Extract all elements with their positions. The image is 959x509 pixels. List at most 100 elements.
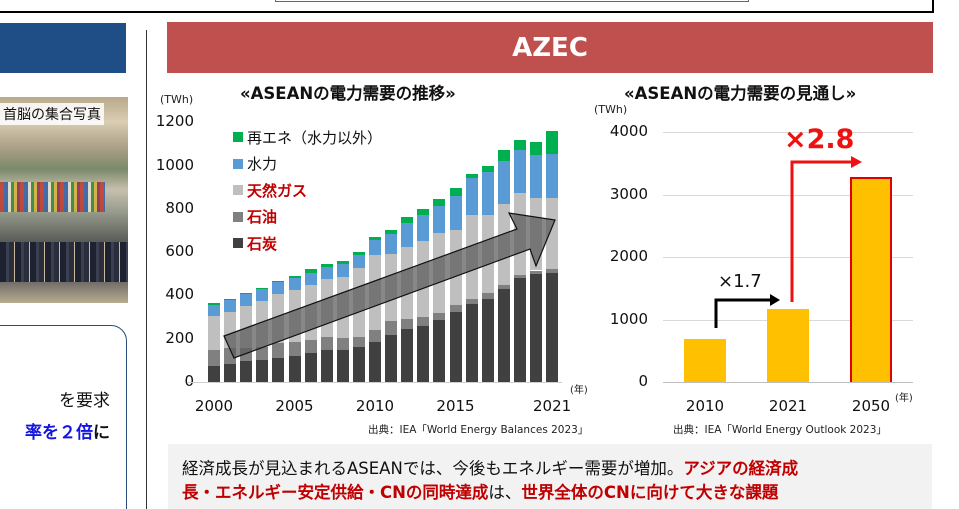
bar-segment — [385, 321, 398, 336]
legend-swatch-icon — [233, 238, 243, 249]
bar-segment — [449, 311, 462, 382]
right-chart-source: 出典：IEA「World Energy Outlook 2023」 — [673, 424, 887, 436]
bar-segment — [546, 269, 559, 273]
y-tick-label: 1200 — [155, 112, 194, 131]
bar-segment — [352, 336, 365, 348]
left-chart-title: «ASEANの電力需要の推移» — [240, 84, 456, 103]
left-chart-baseline — [188, 382, 562, 383]
bar-segment — [497, 150, 510, 162]
bar-segment — [513, 192, 526, 275]
left-chart-year-unit: (年) — [570, 385, 588, 396]
legend-label: 再エネ（水力以外） — [247, 128, 383, 147]
x-tick-label: 2010 — [685, 397, 725, 415]
y-tick-label: 4000 — [609, 122, 648, 140]
bar-segment — [417, 325, 430, 382]
legend-item: 天然ガス — [233, 177, 382, 204]
bar-segment — [224, 299, 237, 312]
bar-segment — [240, 348, 253, 362]
forecast-bar — [767, 308, 809, 382]
y-tick-label: 3000 — [609, 184, 648, 203]
bar-segment — [433, 205, 446, 233]
bar-segment — [320, 336, 333, 350]
bar-segment — [272, 343, 285, 359]
bar-segment — [530, 141, 542, 155]
bar-segment — [449, 305, 462, 312]
legend-swatch-icon — [233, 132, 243, 143]
left-card-line1: を要求 — [59, 391, 110, 411]
bar-segment — [320, 349, 333, 382]
legend-item: 石炭 — [233, 230, 382, 257]
bar-segment — [385, 233, 398, 255]
bar-segment — [417, 208, 430, 216]
bar-segment — [336, 337, 349, 350]
bar-segment — [497, 204, 510, 285]
y-tick-label: 200 — [165, 328, 194, 347]
grid-line — [663, 257, 913, 258]
bar-segment — [208, 315, 220, 350]
bar-segment — [497, 284, 510, 289]
grid-line — [663, 132, 913, 133]
right-chart-year-unit: (年) — [895, 393, 913, 404]
bar-segment — [208, 349, 220, 366]
bar-segment — [369, 330, 381, 342]
top-divider-corner — [932, 0, 934, 13]
y-tick-label: 600 — [165, 242, 194, 261]
x-tick-label: 2005 — [275, 397, 314, 415]
bar-segment — [401, 319, 414, 329]
summit-group-photo: 首脳の集合写真 — [0, 97, 128, 303]
x-tick-label: 2021 — [768, 397, 808, 415]
bar-segment — [530, 154, 542, 198]
bar-segment — [304, 339, 317, 353]
bar-segment — [546, 272, 559, 382]
bar-segment — [288, 275, 301, 279]
vertical-divider — [146, 30, 147, 509]
left-card-line2-blue: 率を２倍 — [25, 423, 93, 443]
bar-segment — [385, 254, 398, 322]
bar-segment — [288, 356, 301, 382]
bar-segment — [240, 306, 253, 349]
legend-label: 石油 — [247, 208, 278, 227]
y-tick-label: 1000 — [155, 155, 194, 174]
bar-segment — [465, 174, 478, 179]
bar-segment — [433, 199, 446, 206]
bar-segment — [513, 274, 526, 279]
bar-segment — [304, 284, 317, 340]
bar-segment — [352, 347, 365, 382]
grid-line — [663, 382, 913, 383]
bar-segment — [224, 298, 237, 300]
bar-segment — [288, 289, 301, 342]
bar-segment — [208, 365, 220, 382]
azec-section-header: AZEC — [167, 22, 933, 73]
summary-line-1: 経済成長が見込まれるASEANでは、今後もエネルギー需要が増加。アジアの経済成 — [182, 455, 798, 479]
bar-segment — [401, 328, 414, 382]
bar-segment — [336, 260, 349, 264]
bar-segment — [288, 341, 301, 356]
bar-segment — [256, 360, 269, 382]
summary-emphasis-1: アジアの経済成 — [683, 459, 799, 478]
bar-segment — [497, 161, 510, 205]
azec-title: AZEC — [512, 32, 588, 63]
bar-segment — [433, 312, 446, 321]
bar-segment — [352, 255, 365, 269]
bar-segment — [513, 150, 526, 193]
legend-item: 水力 — [233, 151, 382, 178]
left-info-card — [0, 325, 127, 509]
bar-segment — [272, 282, 285, 295]
x-tick-label: 2015 — [436, 397, 475, 415]
y-tick-label: 1000 — [609, 309, 648, 328]
bar-segment — [369, 341, 381, 382]
bar-segment — [272, 358, 285, 382]
growth-label-2-8: ×2.8 — [784, 124, 855, 155]
legend-item: 石油 — [233, 204, 382, 231]
bar-segment — [240, 294, 253, 307]
bar-segment — [336, 264, 349, 277]
bar-segment — [256, 347, 269, 361]
bar-segment — [530, 197, 542, 271]
bar-segment — [417, 215, 430, 242]
x-tick-label: 2021 — [533, 397, 572, 415]
summary-box — [168, 444, 932, 509]
bar-segment — [224, 348, 237, 364]
summary-line-2: 長・エネルギー安定供給・CNの同時達成は、世界全体のCNに向けて大きな課題 — [182, 479, 778, 503]
left-card-line2: 率を２倍に — [25, 418, 110, 443]
bar-segment — [224, 363, 237, 382]
